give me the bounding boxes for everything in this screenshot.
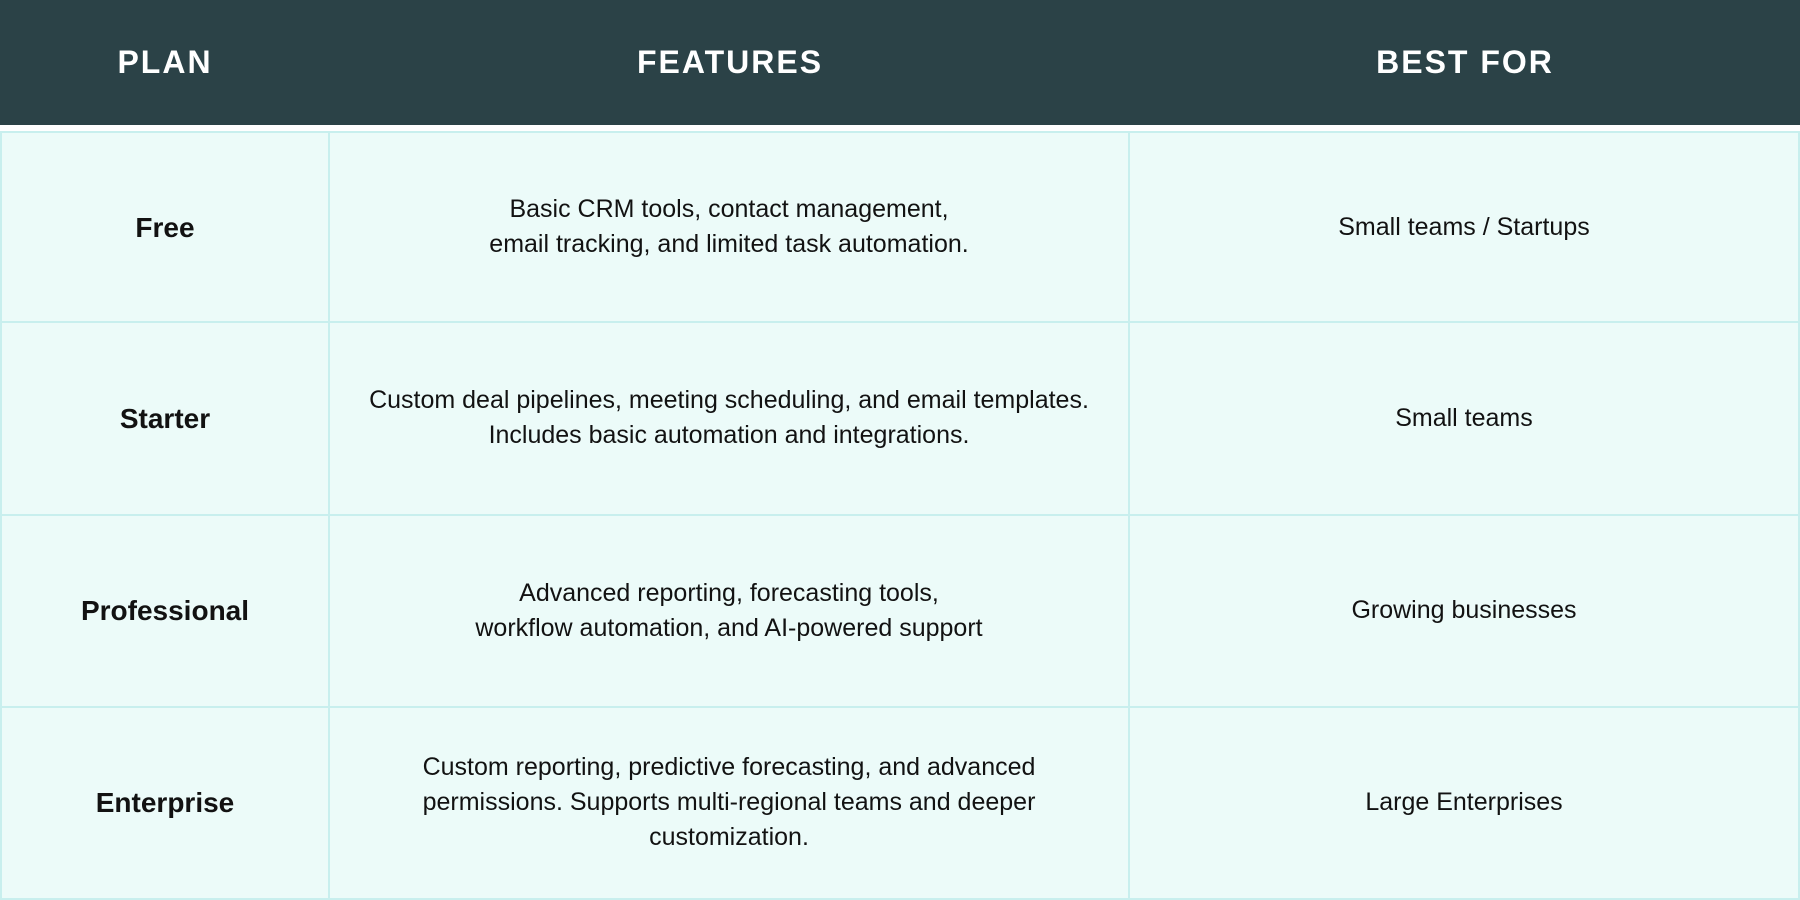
plan-name: Professional [0, 516, 330, 708]
table-header-row: PLAN FEATURES BEST FOR [0, 0, 1800, 125]
plan-name: Starter [0, 323, 330, 515]
header-best-for: BEST FOR [1130, 0, 1800, 125]
plan-features: Advanced reporting, forecasting tools, w… [330, 516, 1130, 708]
plan-features: Basic CRM tools, contact management, ema… [330, 131, 1130, 323]
plan-features: Custom deal pipelines, meeting schedulin… [330, 323, 1130, 515]
header-plan: PLAN [0, 0, 330, 125]
table-row: Enterprise Custom reporting, predictive … [0, 708, 1800, 900]
table-row: Professional Advanced reporting, forecas… [0, 516, 1800, 708]
table-body: Free Basic CRM tools, contact management… [0, 125, 1800, 900]
plan-best-for: Growing businesses [1130, 516, 1800, 708]
plan-best-for: Large Enterprises [1130, 708, 1800, 900]
pricing-table: PLAN FEATURES BEST FOR Free Basic CRM to… [0, 0, 1800, 900]
plan-features: Custom reporting, predictive forecasting… [330, 708, 1130, 900]
plan-best-for: Small teams / Startups [1130, 131, 1800, 323]
plan-name: Enterprise [0, 708, 330, 900]
plan-name: Free [0, 131, 330, 323]
header-features: FEATURES [330, 0, 1130, 125]
table-row: Free Basic CRM tools, contact management… [0, 131, 1800, 323]
table-row: Starter Custom deal pipelines, meeting s… [0, 323, 1800, 515]
plan-best-for: Small teams [1130, 323, 1800, 515]
